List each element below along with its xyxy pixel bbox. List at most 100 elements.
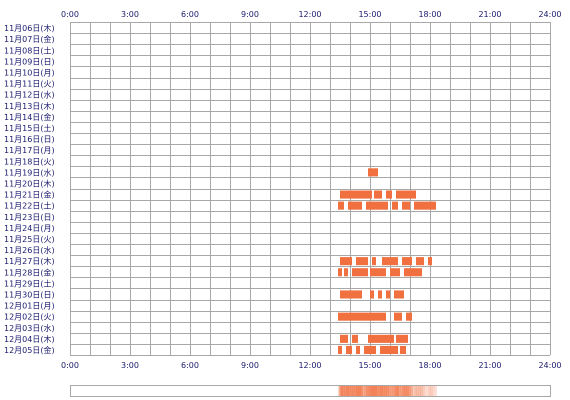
summary-segment — [374, 386, 377, 396]
day-label: 11月29日(土) — [4, 278, 55, 288]
activity-bar — [368, 334, 394, 343]
bottom-time-axis: 0:00 3:00 6:00 9:00 12:00 15:00 18:00 21:00 24:0… — [61, 361, 562, 370]
summary-segment — [346, 386, 349, 396]
summary-segment — [366, 386, 369, 396]
activity-bar — [352, 268, 368, 277]
activity-bar — [400, 345, 406, 354]
day-label: 11月21日(金) — [4, 190, 55, 200]
day-label: 11月11日(火) — [4, 80, 55, 89]
summary-segment — [342, 386, 345, 396]
summary-segment — [394, 386, 397, 396]
summary-segment — [378, 386, 381, 396]
day-label: 11月18日(火) — [4, 157, 55, 166]
activity-bar — [394, 290, 404, 299]
activity-bar — [372, 257, 376, 266]
summary-segment — [356, 386, 359, 396]
summary-segment — [432, 386, 435, 396]
activity-bar — [396, 190, 416, 199]
activity-bar — [414, 201, 436, 210]
summary-segment — [362, 386, 365, 396]
summary-strip — [70, 385, 551, 397]
top-tick-label: 9:00 — [241, 10, 259, 19]
summary-segment — [358, 386, 361, 396]
top-time-axis: 0:00 3:00 6:00 9:00 12:00 15:00 18:00 21:00 24:0… — [61, 10, 562, 19]
day-label: 11月30日(日) — [4, 291, 55, 300]
activity-bar — [338, 345, 342, 354]
day-label: 11月09日(日) — [4, 57, 55, 66]
activity-bar — [348, 201, 362, 210]
day-label: 11月28日(金) — [4, 267, 55, 277]
day-label: 11月27日(木) — [4, 256, 55, 266]
activity-bar — [382, 257, 398, 266]
activity-bar — [366, 201, 388, 210]
top-tick-label: 24:00 — [538, 10, 561, 19]
activity-bar — [392, 201, 398, 210]
activity-bar — [364, 345, 376, 354]
summary-segment — [398, 386, 401, 396]
activity-bar — [402, 201, 410, 210]
day-label: 11月20日(木) — [4, 179, 55, 189]
activity-bar — [338, 268, 342, 277]
day-label: 11月14日(金) — [4, 112, 55, 122]
bottom-tick-label: 18:00 — [418, 361, 441, 370]
day-label: 11月22日(土) — [4, 201, 55, 211]
summary-segment — [404, 386, 407, 396]
activity-bar — [374, 190, 382, 199]
day-label: 11月15日(土) — [4, 123, 55, 133]
activity-bar — [380, 345, 398, 354]
activity-bar — [404, 268, 422, 277]
bottom-tick-label: 6:00 — [181, 361, 199, 370]
day-label: 11月25日(火) — [4, 235, 55, 244]
day-label: 11月26日(水) — [4, 245, 55, 255]
summary-segment — [434, 386, 437, 396]
summary-segment — [392, 386, 395, 396]
activity-bar — [416, 257, 424, 266]
summary-segment — [386, 386, 389, 396]
bottom-tick-label: 24:00 — [538, 361, 561, 370]
activity-bar — [396, 334, 408, 343]
activity-bar — [346, 345, 352, 354]
top-tick-label: 3:00 — [121, 10, 139, 19]
summary-segment — [360, 386, 363, 396]
day-label: 12月01日(月) — [4, 302, 55, 311]
day-label: 11月07日(金) — [4, 34, 55, 44]
activity-bar — [352, 334, 358, 343]
top-tick-label: 15:00 — [358, 10, 381, 19]
activity-bars — [338, 168, 436, 354]
activity-bar — [338, 201, 344, 210]
bottom-tick-label: 12:00 — [298, 361, 321, 370]
summary-segment — [376, 386, 379, 396]
summary-segment — [368, 386, 371, 396]
bottom-tick-label: 15:00 — [358, 361, 381, 370]
summary-segment — [428, 386, 431, 396]
activity-bar — [390, 268, 400, 277]
top-tick-label: 6:00 — [181, 10, 199, 19]
activity-bar — [370, 290, 374, 299]
activity-bar — [406, 312, 412, 321]
top-tick-label: 21:00 — [478, 10, 501, 19]
summary-segment — [364, 386, 367, 396]
day-label: 11月08日(土) — [4, 45, 55, 55]
day-label: 12月03日(水) — [4, 323, 55, 333]
summary-segment — [382, 386, 385, 396]
activity-bar — [344, 268, 348, 277]
summary-segment — [412, 386, 415, 396]
activity-bar — [338, 312, 386, 321]
summary-segment — [344, 386, 347, 396]
summary-segment — [406, 386, 409, 396]
day-label: 11月23日(日) — [4, 213, 55, 222]
summary-segment — [418, 386, 421, 396]
activity-bar — [402, 257, 412, 266]
activity-bar — [428, 257, 432, 266]
summary-segment — [410, 386, 413, 396]
summary-segment — [402, 386, 405, 396]
summary-frame — [70, 385, 551, 397]
summary-segment — [426, 386, 429, 396]
bottom-tick-label: 21:00 — [478, 361, 501, 370]
day-label: 12月05日(金) — [4, 345, 55, 355]
summary-segment — [424, 386, 427, 396]
activity-bar — [340, 290, 362, 299]
chart-grid — [70, 22, 551, 356]
day-label: 12月04日(木) — [4, 334, 55, 344]
summary-segment — [338, 386, 341, 396]
